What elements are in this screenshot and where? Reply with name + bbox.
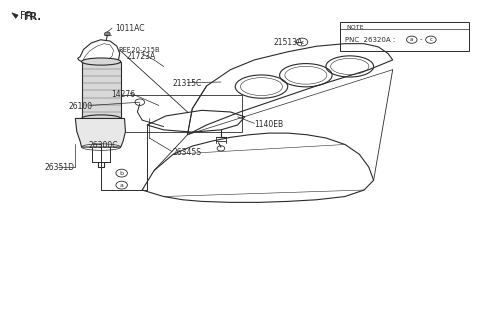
Ellipse shape — [82, 58, 120, 65]
Bar — [82, 62, 120, 118]
Text: c: c — [430, 37, 432, 42]
Text: a: a — [120, 183, 123, 188]
Text: 21723A: 21723A — [126, 51, 156, 61]
Text: REF.20-215B: REF.20-215B — [118, 47, 160, 52]
Text: 1011AC: 1011AC — [115, 24, 144, 32]
Text: 26100: 26100 — [68, 102, 92, 111]
Text: 14276: 14276 — [111, 90, 135, 99]
Text: 21315C: 21315C — [172, 79, 202, 88]
Text: 26345S: 26345S — [172, 148, 201, 157]
Text: a: a — [410, 37, 414, 42]
Text: 26351D: 26351D — [44, 163, 74, 172]
Text: c: c — [300, 40, 304, 45]
Text: b: b — [120, 171, 124, 175]
Polygon shape — [75, 118, 125, 147]
Text: NOTE: NOTE — [346, 25, 363, 30]
Polygon shape — [12, 13, 18, 18]
Circle shape — [105, 32, 110, 36]
Text: 26300C: 26300C — [88, 141, 118, 150]
Ellipse shape — [82, 115, 120, 122]
Bar — [340, 22, 469, 51]
Text: 1140EB: 1140EB — [254, 120, 284, 129]
Text: -: - — [420, 37, 422, 43]
Text: FR.: FR. — [23, 12, 41, 22]
Text: 21513A: 21513A — [274, 37, 303, 47]
Text: PNC  26320A :: PNC 26320A : — [345, 37, 395, 43]
Text: FR.: FR. — [20, 11, 35, 21]
Bar — [85, 95, 242, 132]
